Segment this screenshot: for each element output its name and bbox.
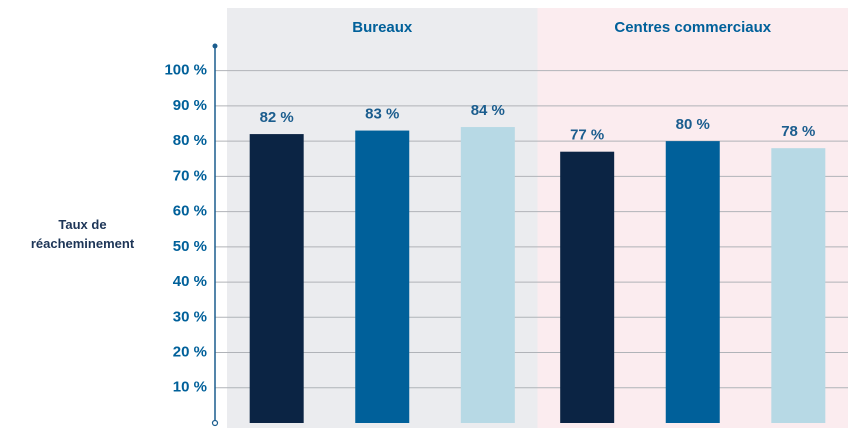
axis-end-dot <box>212 43 218 49</box>
value-label: 77 % <box>570 127 604 144</box>
value-label: 78 % <box>781 123 815 140</box>
y-tick-label: 80 % <box>173 132 207 149</box>
y-tick-label: 100 % <box>164 62 207 79</box>
category-label: Centres commerciaux <box>614 19 771 36</box>
bar <box>249 134 304 423</box>
bar <box>560 151 615 423</box>
y-tick-label: 10 % <box>173 379 207 396</box>
y-tick-label: 60 % <box>173 203 207 220</box>
value-label: 80 % <box>676 116 710 133</box>
y-tick-label: 50 % <box>173 238 207 255</box>
bar <box>771 148 826 424</box>
bar <box>665 141 720 423</box>
value-label: 83 % <box>365 106 399 123</box>
bar <box>460 127 515 423</box>
category-label: Bureaux <box>352 19 413 36</box>
bar <box>355 130 410 424</box>
axis-origin-dot <box>211 419 219 427</box>
y-tick-label: 30 % <box>173 308 207 325</box>
value-label: 82 % <box>260 109 294 126</box>
y-tick-label: 90 % <box>173 97 207 114</box>
y-tick-label: 40 % <box>173 273 207 290</box>
y-axis-label: Taux de réacheminement <box>30 217 135 251</box>
y-tick-label: 20 % <box>173 344 207 361</box>
y-tick-label: 70 % <box>173 167 207 184</box>
value-label: 84 % <box>471 102 505 119</box>
